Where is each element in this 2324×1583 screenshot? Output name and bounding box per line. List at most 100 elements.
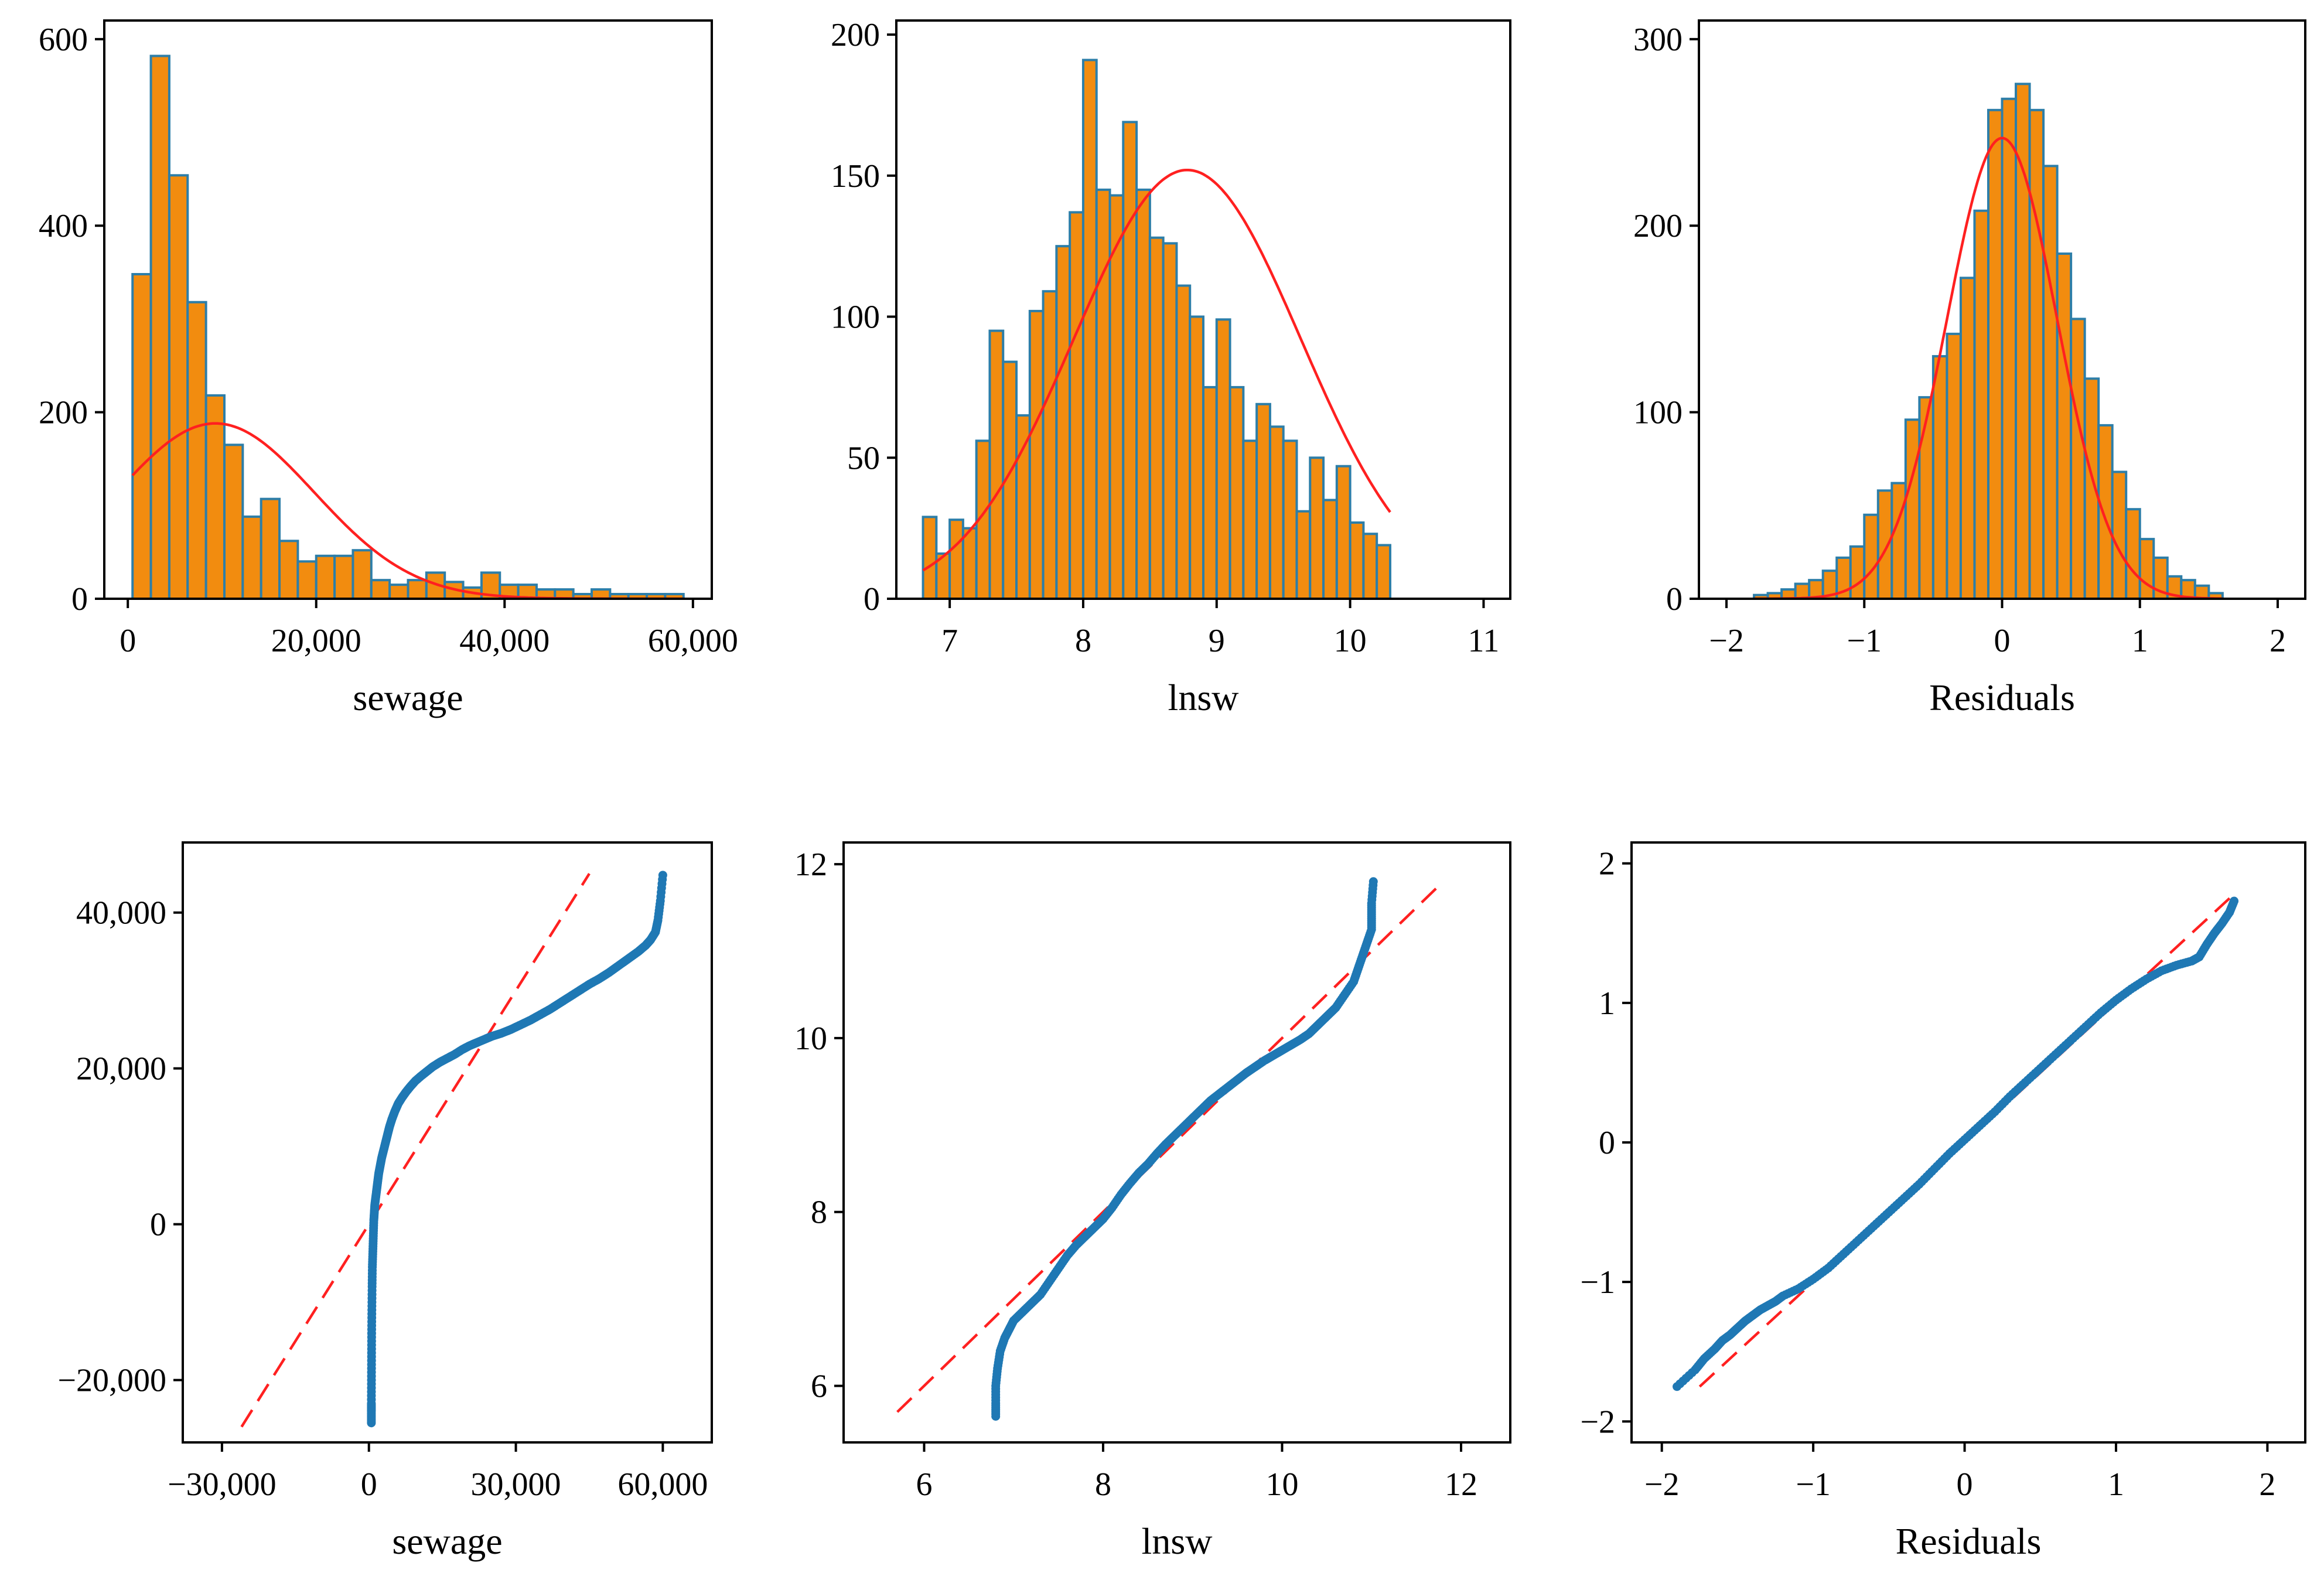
plot-frame (1630, 841, 2306, 1444)
histogram-bar (948, 518, 964, 599)
histogram-bar (1959, 277, 1976, 599)
histogram-bar (1162, 242, 1178, 599)
histogram-bar (1282, 439, 1298, 599)
y-tick-label: 600 (39, 22, 88, 58)
plot-area (131, 54, 685, 599)
histogram-bar (1202, 385, 1218, 599)
histogram-bar (333, 554, 354, 599)
x-axis-title: Residuals (1896, 1520, 2042, 1562)
chart-panel-4: −30,000 0 30,000 60,000 −20,000 0 20,000 40,000… (57, 841, 713, 1562)
histogram-bar (1055, 245, 1071, 599)
histogram-bar (1268, 425, 1285, 599)
y-tick-label: 50 (847, 440, 880, 476)
x-tick-label: 0 (1994, 623, 2011, 659)
histogram-bar (407, 579, 428, 599)
x-tick-label: 0 (361, 1466, 377, 1503)
x-tick-label: 2 (2259, 1466, 2275, 1503)
normal-density-curve (922, 168, 1391, 572)
x-tick-label: 9 (1209, 623, 1225, 659)
x-tick-label: −2 (1709, 623, 1744, 659)
histogram-bar (1904, 418, 1921, 599)
x-tick-label: 30,000 (471, 1466, 561, 1503)
x-tick-label: 0 (120, 623, 136, 659)
qq-point (658, 871, 667, 880)
histogram-bar (1349, 521, 1365, 599)
histogram-bar (2125, 508, 2141, 599)
x-tick-label: 12 (1445, 1466, 1477, 1503)
y-tick-label: 0 (1666, 581, 1683, 617)
histogram-bar (1295, 510, 1312, 599)
y-tick-label: 100 (1633, 395, 1683, 431)
y-tick-label: 8 (811, 1195, 827, 1231)
histogram-bar (1309, 456, 1325, 599)
y-tick-label: 150 (831, 158, 880, 195)
y-tick-label: 2 (1599, 846, 1615, 882)
histogram-bar (370, 579, 391, 599)
histogram-bar (131, 273, 152, 599)
plot-frame (103, 19, 713, 600)
histogram-bar (1794, 582, 1811, 599)
x-axis-title: lnsw (1168, 677, 1239, 718)
y-tick-label: 200 (831, 17, 880, 53)
x-tick-label: 8 (1095, 1466, 1111, 1503)
chart-panel-6: −2 −1 0 1 2 −2 −1 0 1 2 Residuals (1580, 841, 2306, 1562)
histogram-bar (664, 593, 685, 599)
plot-frame (182, 841, 713, 1444)
y-tick-label: 6 (811, 1369, 827, 1405)
x-tick-label: 0 (1957, 1466, 1973, 1503)
histogram-bar (1148, 236, 1165, 599)
histogram-bar (2056, 252, 2073, 599)
histogram-bar (351, 549, 373, 599)
chart-panel-5: 6 8 10 12 6 8 10 12 lnsw (794, 841, 1511, 1562)
y-tick-label: −1 (1580, 1264, 1615, 1301)
histogram-bar (2070, 318, 2086, 599)
histogram-bar (1069, 211, 1084, 599)
y-tick-label: 10 (794, 1021, 827, 1057)
plot-area (922, 59, 1391, 599)
plot-frame (895, 19, 1511, 600)
x-tick-label: −2 (1644, 1466, 1680, 1503)
reference-line (896, 885, 1440, 1413)
y-tick-label: 200 (39, 395, 88, 431)
x-tick-label: 60,000 (648, 623, 738, 659)
x-tick-label: 8 (1075, 623, 1091, 659)
histogram-bar (204, 394, 226, 599)
histogram-bar (278, 540, 299, 599)
x-tick-label: −1 (1847, 623, 1882, 659)
y-tick-label: −2 (1580, 1404, 1615, 1440)
x-tick-label: 10 (1334, 623, 1367, 659)
plot-frame (842, 841, 1511, 1444)
histogram-bar (988, 329, 1005, 599)
x-tick-label: 2 (2270, 623, 2286, 659)
x-tick-label: 1 (2132, 623, 2148, 659)
y-tick-label: 0 (864, 581, 880, 617)
histogram-bar (1228, 385, 1245, 599)
y-tick-label: 12 (794, 847, 827, 883)
x-tick-label: 11 (1468, 623, 1499, 659)
histogram-bar (2138, 538, 2155, 599)
histogram-bar (2028, 108, 2045, 599)
histogram-bar (168, 174, 189, 599)
histogram-bar (1973, 209, 1989, 599)
x-tick-label: 6 (916, 1466, 932, 1503)
histogram-bar (1322, 499, 1338, 599)
y-tick-label: −20,000 (57, 1363, 166, 1399)
histogram-bar (1175, 284, 1192, 599)
histogram-bar (2015, 83, 2031, 599)
x-tick-label: 40,000 (459, 623, 550, 659)
histogram-bar (922, 516, 938, 599)
x-tick-label: 10 (1265, 1466, 1298, 1503)
y-tick-label: 100 (831, 299, 880, 336)
histogram-bar (1255, 402, 1271, 599)
histogram-bar (1335, 465, 1352, 599)
y-tick-label: 200 (1633, 208, 1683, 244)
histogram-bar (1876, 489, 1893, 599)
histogram-bar (961, 527, 978, 599)
histogram-bar (186, 301, 207, 599)
histogram-bar (1215, 318, 1231, 599)
x-tick-label: 20,000 (271, 623, 361, 659)
histogram-bar (1946, 332, 1962, 599)
histogram-bar (315, 554, 336, 599)
histogram-bar (1015, 414, 1031, 599)
y-tick-label: 20,000 (76, 1051, 166, 1087)
